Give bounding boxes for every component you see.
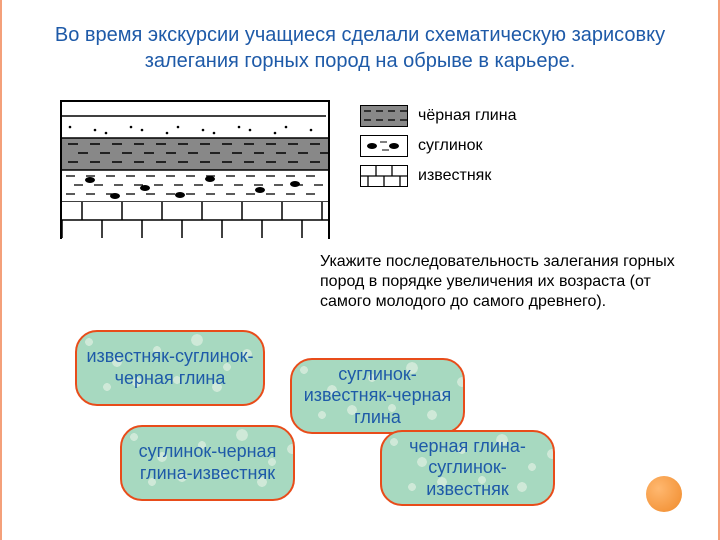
option-label: суглинок-черная глина-известняк <box>130 441 285 484</box>
legend-label: известняк <box>418 167 491 185</box>
page-title: Во время экскурсии учащиеся сделали схем… <box>35 22 685 74</box>
option-1-button[interactable]: известняк-суглинок-черная глина <box>75 330 265 406</box>
legend-item-clay: чёрная глина <box>360 105 516 127</box>
option-3-button[interactable]: суглинок-черная глина-известняк <box>120 425 295 501</box>
strata-diagram <box>60 100 330 245</box>
legend-item-loam: суглинок <box>360 135 516 157</box>
option-2-button[interactable]: суглинок-известняк-черная глина <box>290 358 465 434</box>
option-label: известняк-суглинок-черная глина <box>85 346 255 389</box>
option-label: суглинок-известняк-черная глина <box>300 364 455 429</box>
legend-label: суглинок <box>418 137 483 155</box>
question-text: Укажите последовательность залегания гор… <box>320 252 690 312</box>
legend-item-limestone: известняк <box>360 165 516 187</box>
legend-label: чёрная глина <box>418 107 516 125</box>
decorative-dot <box>646 476 682 512</box>
left-border <box>0 0 2 540</box>
option-4-button[interactable]: черная глина-суглинок-известняк <box>380 430 555 506</box>
option-label: черная глина-суглинок-известняк <box>390 436 545 501</box>
legend: чёрная глина суглинок известняк <box>360 105 516 195</box>
